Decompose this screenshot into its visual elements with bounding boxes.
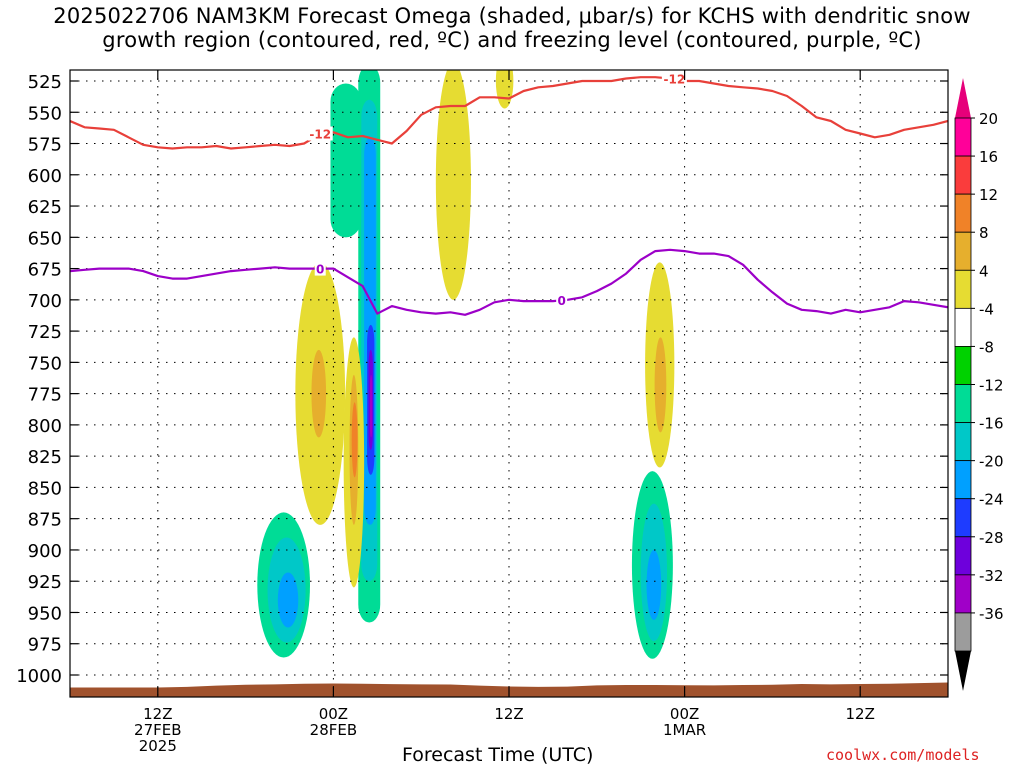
colorbar: 20 16 12 8 4 -4 -8 -12 -16 -20 -24 -28 -32 -36 (954, 78, 1004, 691)
grid-lines (70, 70, 948, 697)
colorbar-under (955, 651, 971, 691)
y-tick-label-950: 950 (28, 603, 62, 624)
x-tick-label-h42-0: 00Z (670, 705, 699, 723)
colorbar-label-10: -24 (979, 491, 1004, 509)
colorbar-label-3: 8 (979, 224, 989, 242)
chart-title: 2025022706 NAM3KM Forecast Omega (shaded… (0, 4, 1024, 52)
colorbar-label-5: -4 (979, 300, 994, 318)
contour-label-1: -12 (664, 72, 686, 86)
colorbar-segment-1 (954, 155, 972, 195)
colorbar-segment-2 (954, 193, 972, 233)
y-tick-label-675: 675 (28, 260, 62, 281)
y-tick-label-925: 925 (28, 572, 62, 593)
omega-region-2-level-2 (277, 572, 299, 628)
y-tick-label-1000: 1000 (16, 666, 62, 687)
colorbar-label-8: -16 (979, 415, 1004, 433)
omega-region-1-level-0 (330, 83, 362, 238)
colorbar-segment-12 (954, 574, 972, 614)
colorbar-segment-13 (954, 612, 972, 652)
colorbar-segment-10 (954, 498, 972, 538)
colorbar-label-1: 16 (979, 148, 998, 166)
contour-label-0: -12 (309, 128, 331, 142)
colorbar-over (955, 78, 971, 118)
colorbar-segment-6 (954, 346, 972, 385)
chart-title-line2: growth region (contoured, red, ºC) and f… (102, 28, 922, 52)
colorbar-label-12: -32 (979, 567, 1004, 585)
credit-link[interactable]: coolwx.com/models (826, 746, 980, 764)
y-tick-label-775: 775 (28, 385, 62, 406)
contour-line--12 (70, 76, 948, 150)
contour-label-bg-1 (661, 71, 687, 86)
x-tick-label-h6-0: 12Z (143, 705, 172, 723)
colorbar-segment-11 (954, 536, 972, 576)
y-tick-label-750: 750 (28, 353, 62, 374)
colorbar-label-0: 20 (979, 110, 998, 128)
x-tick-label-h6-1: 27FEB (134, 721, 181, 739)
y-tick-label-875: 875 (28, 510, 62, 531)
contour-label-bg-2 (314, 261, 326, 276)
colorbar-label-11: -28 (979, 529, 1004, 547)
contour-label-bg-0 (307, 126, 333, 141)
y-tick-label-725: 725 (28, 322, 62, 343)
chart-title-line1: 2025022706 NAM3KM Forecast Omega (shaded… (53, 4, 971, 28)
y-tick-label-525: 525 (28, 72, 62, 93)
y-tick-label-575: 575 (28, 135, 62, 156)
y-tick-label-900: 900 (28, 541, 62, 562)
contour-lines: -12 -12 0 0 (70, 71, 948, 316)
omega-region-5-level-2 (351, 402, 358, 478)
y-tick-label-700: 700 (28, 291, 62, 312)
contour-line-0 (70, 248, 948, 316)
y-tick-label-625: 625 (28, 197, 62, 218)
contour-label-3: 0 (558, 294, 566, 308)
x-tick-label-h6-2: 2025 (139, 737, 177, 755)
x-axis-label: Forecast Time (UTC) (402, 744, 594, 766)
omega-region-6-level-0 (435, 70, 471, 300)
omega-region-0-level-5 (369, 374, 373, 438)
omega-region-8-level-1 (654, 337, 667, 433)
colorbar-label-9: -20 (979, 453, 1004, 471)
colorbar-segment-4 (954, 269, 972, 309)
y-tick-label-550: 550 (28, 103, 62, 124)
y-tick-label-650: 650 (28, 228, 62, 249)
colorbar-segment-3 (954, 231, 972, 271)
x-tick-label-h30-0: 12Z (494, 705, 523, 723)
y-tick-label-850: 850 (28, 478, 62, 499)
x-tick-label-h18-0: 00Z (319, 705, 348, 723)
contour-label-bg-3 (556, 292, 568, 307)
x-tick-label-h42-1: 1MAR (663, 721, 706, 739)
colorbar-label-4: 4 (979, 262, 989, 280)
x-tick-label-h54-0: 12Z (846, 705, 875, 723)
colorbar-segment-0 (954, 117, 972, 157)
colorbar-label-7: -12 (979, 377, 1004, 395)
y-tick-label-600: 600 (28, 166, 62, 187)
axes: 525 550 575 600 625 650 675 700 725 750 775 800 825 8… (16, 69, 949, 755)
colorbar-label-6: -8 (979, 338, 994, 356)
y-tick-label-975: 975 (28, 635, 62, 656)
contour-label-2: 0 (316, 263, 324, 277)
y-tick-label-825: 825 (28, 447, 62, 468)
colorbar-segment-8 (954, 422, 972, 462)
colorbar-segment-7 (954, 384, 972, 423)
colorbar-segment-5 (954, 307, 972, 347)
omega-shading (257, 70, 675, 659)
colorbar-segment-9 (954, 460, 972, 500)
colorbar-label-13: -36 (979, 605, 1004, 623)
x-tick-label-h18-1: 28FEB (310, 721, 357, 739)
omega-region-3-level-2 (646, 549, 662, 620)
colorbar-label-2: 12 (979, 186, 998, 204)
y-tick-label-800: 800 (28, 416, 62, 437)
